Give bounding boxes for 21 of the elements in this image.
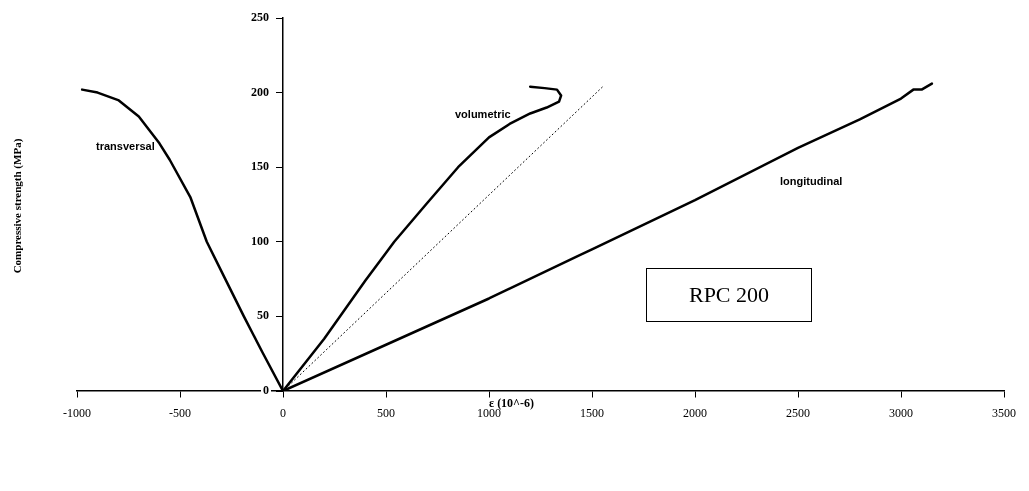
y-tick-label: 250 <box>251 10 269 25</box>
x-tick-label: 0 <box>280 406 286 421</box>
series-label: longitudinal <box>780 175 843 187</box>
x-axis-title: ε (10^-6) <box>489 396 535 410</box>
y-tick-label: 150 <box>251 159 269 174</box>
x-tick-label: -500 <box>169 406 191 421</box>
y-tick-label: 200 <box>251 84 269 99</box>
y-tick-label: 100 <box>251 233 269 248</box>
series-label: transversal <box>96 140 155 152</box>
x-tick-label: 1500 <box>580 406 604 421</box>
x-tick-label: 2000 <box>683 406 707 421</box>
x-tick-label: 3500 <box>992 406 1016 421</box>
x-tick-label: 500 <box>377 406 395 421</box>
annotation: RPC 200 <box>646 268 812 322</box>
series-label: volumetric <box>455 108 511 120</box>
x-tick-label: -1000 <box>63 406 91 421</box>
y-tick-label: 0 <box>263 383 269 398</box>
x-tick-label: 2500 <box>786 406 810 421</box>
x-tick-label: 3000 <box>889 406 913 421</box>
y-tick-label: 50 <box>257 308 269 323</box>
y-axis-title: Compressive strength (MPa) <box>11 137 23 276</box>
